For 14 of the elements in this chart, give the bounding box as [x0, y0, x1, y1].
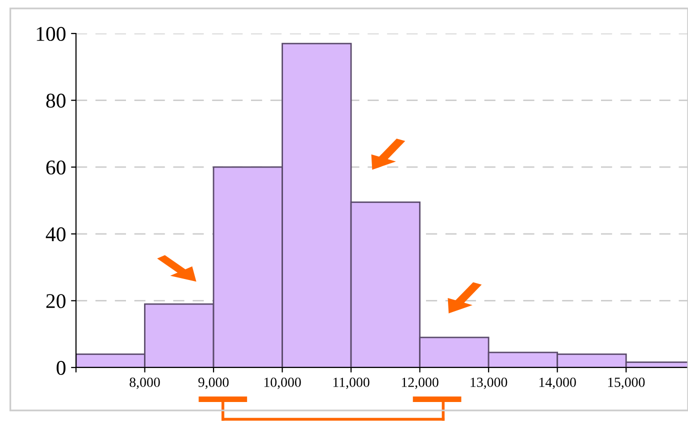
x-tick-label: 11,000: [333, 378, 370, 389]
y-tick-label: 40: [46, 227, 66, 242]
x-tick-label: 8,000: [130, 378, 160, 389]
x-tick-label: 15,000: [608, 378, 645, 389]
y-tick-label: 0: [56, 360, 66, 375]
y-tick-label: 80: [46, 94, 66, 108]
y-tick-label: 20: [46, 294, 66, 308]
x-tick-label: 12,000: [402, 378, 438, 389]
y-tick-label: 60: [46, 160, 66, 175]
x-tick-label: 9,000: [198, 378, 229, 389]
x-tick-label: 13,000: [470, 378, 508, 389]
y-tick-label: 100: [36, 26, 66, 41]
x-tick-label: 10,000: [264, 378, 301, 389]
x-tick-label: 14,000: [539, 378, 576, 389]
